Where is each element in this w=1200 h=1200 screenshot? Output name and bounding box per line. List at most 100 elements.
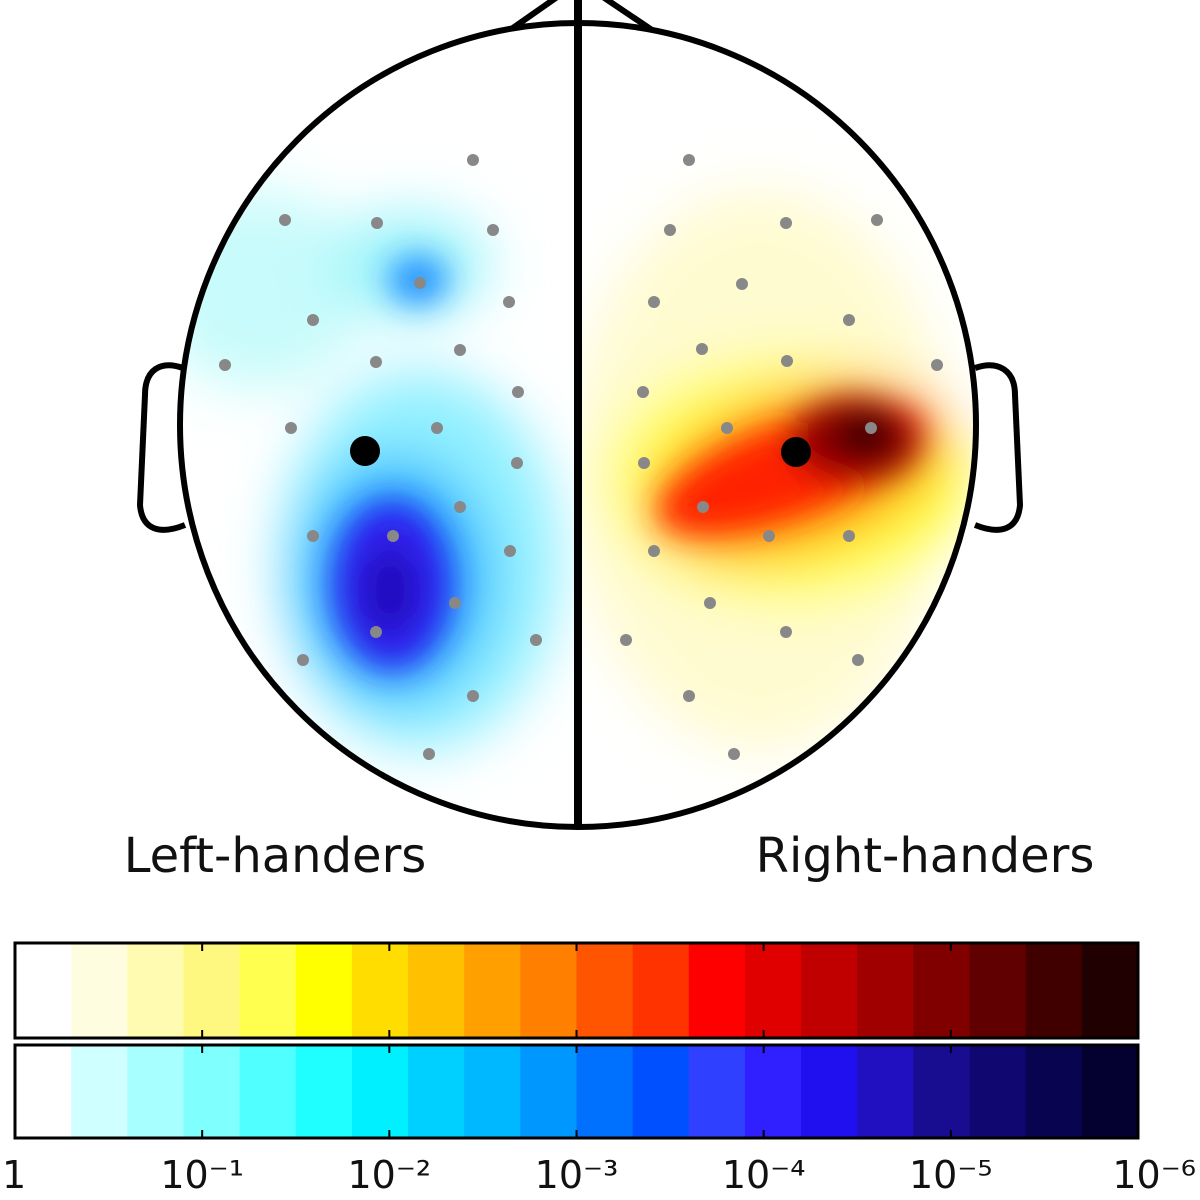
electrode bbox=[736, 278, 748, 290]
electrode bbox=[648, 296, 660, 308]
colorbar-segment bbox=[464, 1045, 521, 1138]
colorbar-segment bbox=[239, 943, 297, 1038]
electrode bbox=[487, 224, 499, 236]
seed-electrode-left bbox=[350, 436, 380, 466]
electrode bbox=[683, 154, 695, 166]
electrode bbox=[697, 501, 709, 513]
electrode bbox=[449, 597, 461, 609]
colorbar-tick-label: 10⁻² bbox=[348, 1153, 432, 1197]
colorbar-segment bbox=[632, 943, 690, 1038]
electrode bbox=[843, 530, 855, 542]
colorbar-tick-label: 10⁻⁵ bbox=[909, 1153, 993, 1197]
colorbar-segment bbox=[71, 943, 128, 1038]
colorbar-segment bbox=[688, 1045, 746, 1138]
electrode bbox=[370, 626, 382, 638]
colorbar-segment bbox=[183, 1045, 241, 1138]
colorbar-segment bbox=[801, 943, 858, 1038]
electrode bbox=[781, 355, 793, 367]
electrode bbox=[638, 457, 650, 469]
ear-right bbox=[973, 362, 1024, 533]
colorbar-segment bbox=[1025, 943, 1083, 1038]
electrode bbox=[370, 356, 382, 368]
colorbar-segment bbox=[239, 1045, 297, 1138]
colorbar-segment bbox=[576, 1045, 634, 1138]
electrode bbox=[423, 748, 435, 760]
colorbar-segment bbox=[1025, 1045, 1083, 1138]
colorbar-segment bbox=[183, 943, 241, 1038]
electrode bbox=[620, 634, 632, 646]
electrode bbox=[219, 359, 231, 371]
electrode bbox=[511, 457, 523, 469]
colorbar-segment bbox=[408, 1045, 465, 1138]
electrode bbox=[512, 386, 524, 398]
colorbar-segment bbox=[295, 1045, 353, 1138]
colorbar-segment bbox=[351, 943, 409, 1038]
electrodes bbox=[219, 154, 943, 760]
electrode bbox=[683, 690, 695, 702]
electrode bbox=[387, 530, 399, 542]
colorbar-tick-label: 1 bbox=[2, 1153, 26, 1197]
electrode bbox=[763, 530, 775, 542]
colorbar-segment bbox=[71, 1045, 128, 1138]
electrode bbox=[414, 277, 426, 289]
ear-left bbox=[136, 362, 187, 533]
electrode bbox=[307, 314, 319, 326]
electrode bbox=[648, 545, 660, 557]
electrode bbox=[871, 214, 883, 226]
colorbar-tick-label: 10⁻¹ bbox=[160, 1153, 244, 1197]
colorbar-segment bbox=[408, 943, 465, 1038]
colorbar-segment bbox=[913, 1045, 971, 1138]
left-map bbox=[180, 190, 560, 750]
colorbar-segment bbox=[15, 943, 72, 1038]
electrode bbox=[637, 386, 649, 398]
colorbar-segment bbox=[969, 1045, 1027, 1138]
electrode bbox=[852, 654, 864, 666]
colorbar-segment bbox=[1081, 1045, 1139, 1138]
colorbar-segment bbox=[295, 943, 353, 1038]
electrode bbox=[279, 214, 291, 226]
group-label-left: Left-handers bbox=[124, 828, 427, 884]
colorbar-segment bbox=[351, 1045, 409, 1138]
colorbar-segment bbox=[857, 1045, 914, 1138]
colorbar-segment bbox=[801, 1045, 858, 1138]
electrode bbox=[431, 422, 443, 434]
electrode bbox=[454, 501, 466, 513]
colorbar-segment bbox=[464, 943, 521, 1038]
electrode bbox=[467, 690, 479, 702]
electrode bbox=[931, 359, 943, 371]
colorbar-segment bbox=[744, 943, 802, 1038]
colorbar-segment bbox=[127, 1045, 184, 1138]
electrode bbox=[371, 217, 383, 229]
colorbar-tick-label: 10⁻³ bbox=[535, 1153, 619, 1197]
electrode bbox=[728, 748, 740, 760]
colorbar-segment bbox=[969, 943, 1027, 1038]
electrode bbox=[780, 217, 792, 229]
electrode bbox=[780, 626, 792, 638]
electrode bbox=[530, 634, 542, 646]
electrode bbox=[721, 422, 733, 434]
colorbar-segment bbox=[127, 943, 184, 1038]
colorbar-segment bbox=[520, 943, 577, 1038]
electrode bbox=[865, 422, 877, 434]
colorbar-segment bbox=[688, 943, 746, 1038]
group-label-right: Right-handers bbox=[756, 828, 1095, 884]
colorbar-tick-label: 10⁻⁴ bbox=[722, 1153, 806, 1197]
electrode bbox=[467, 154, 479, 166]
colorbar-segment bbox=[1081, 943, 1139, 1038]
electrode bbox=[454, 344, 466, 356]
colorbar-segment bbox=[15, 1045, 72, 1138]
electrode bbox=[503, 296, 515, 308]
electrode bbox=[285, 422, 297, 434]
colorbar-segment bbox=[520, 1045, 577, 1138]
colorbars: 1 10⁻¹ 10⁻² 10⁻³ 10⁻⁴ 10⁻⁵ 10⁻⁶ bbox=[2, 941, 1196, 1197]
electrode bbox=[704, 597, 716, 609]
electrode bbox=[307, 530, 319, 542]
electrode bbox=[297, 654, 309, 666]
electrode bbox=[504, 545, 516, 557]
colorbar-tick-label: 10⁻⁶ bbox=[1112, 1153, 1196, 1197]
colorbar-segment bbox=[576, 943, 634, 1038]
colorbar-segment bbox=[913, 943, 971, 1038]
colorbar-segment bbox=[632, 1045, 690, 1138]
colorbar-segment bbox=[744, 1045, 802, 1138]
